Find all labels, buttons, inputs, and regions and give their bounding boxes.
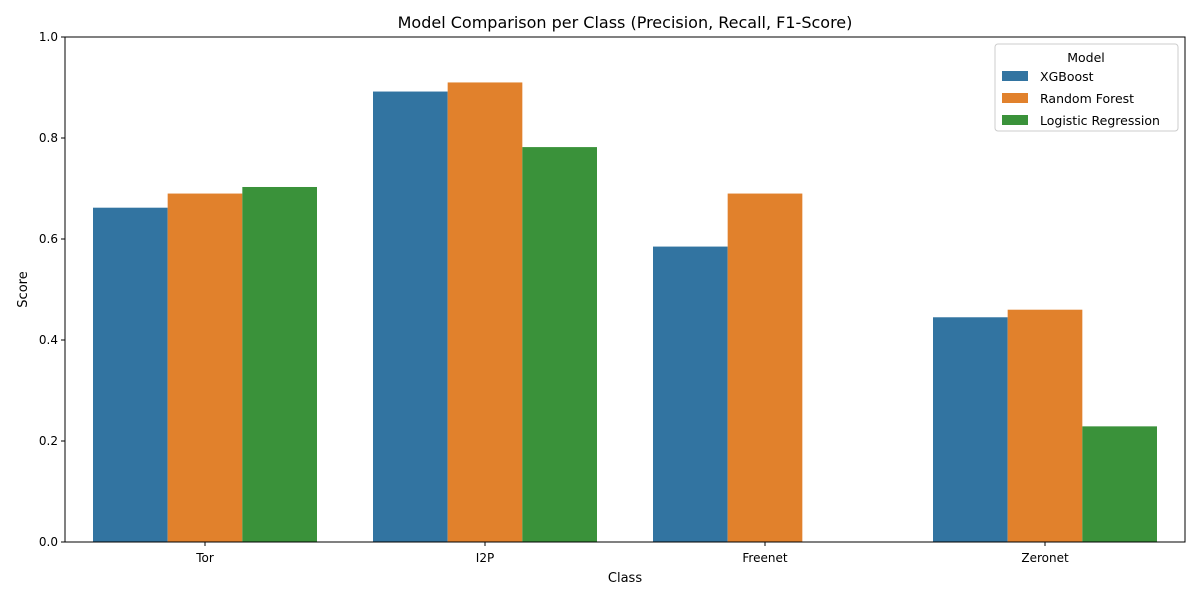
chart-title: Model Comparison per Class (Precision, R… — [398, 13, 853, 32]
legend-label-logistic-regression: Logistic Regression — [1040, 113, 1160, 128]
legend-label-xgboost: XGBoost — [1040, 69, 1094, 84]
bar-logistic-regression-tor — [242, 186, 317, 543]
y-tick-label: 0.0 — [39, 535, 58, 549]
y-axis: 0.0 0.2 0.4 0.6 0.8 1.0 — [39, 30, 65, 549]
bar-xgboost-i2p — [373, 91, 448, 542]
bar-logistic-regression-zeronet — [1082, 426, 1157, 542]
bar-random-forest-i2p — [447, 82, 523, 542]
x-tick-label-i2p: I2P — [476, 551, 494, 565]
bar-random-forest-zeronet — [1007, 309, 1083, 542]
x-axis-label: Class — [608, 571, 642, 586]
bar-xgboost-freenet — [653, 246, 728, 542]
y-tick-label: 0.8 — [39, 131, 58, 145]
legend-title: Model — [1067, 50, 1105, 65]
x-tick-label-tor: Tor — [195, 551, 214, 565]
bar-logistic-regression-i2p — [522, 147, 597, 542]
bar-xgboost-tor — [93, 207, 168, 542]
y-tick-label: 0.2 — [39, 434, 58, 448]
bar-random-forest-freenet — [727, 193, 803, 543]
legend-box — [994, 43, 1179, 132]
legend-swatch-random-forest — [1002, 93, 1028, 103]
legend-swatch-logistic-regression — [1002, 115, 1028, 125]
y-tick-label: 0.6 — [39, 232, 58, 246]
bar-random-forest-tor — [167, 193, 243, 543]
x-axis: Tor I2P Freenet Zeronet — [195, 542, 1069, 565]
x-tick-label-zeronet: Zeronet — [1021, 551, 1069, 565]
legend: Model XGBoost Random Forest Logistic Regre… — [994, 43, 1179, 132]
legend-swatch-xgboost — [1002, 71, 1028, 81]
legend-label-random-forest: Random Forest — [1040, 91, 1134, 106]
y-tick-label: 1.0 — [39, 30, 58, 44]
y-axis-label: Score — [16, 271, 31, 307]
y-tick-label: 0.4 — [39, 333, 58, 347]
bar-xgboost-zeronet — [933, 317, 1008, 542]
bars-group — [93, 82, 1157, 543]
plot-frame — [64, 36, 1186, 543]
x-tick-label-freenet: Freenet — [742, 551, 787, 565]
